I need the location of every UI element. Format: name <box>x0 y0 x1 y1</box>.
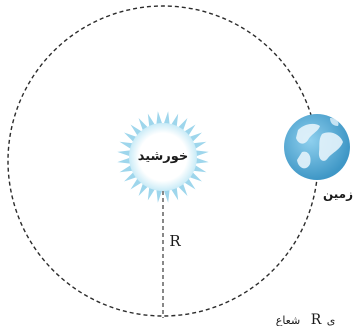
earth-label: زمین <box>323 187 353 201</box>
earth-globe-icon <box>284 114 350 180</box>
caption-fragment-symbol: R <box>311 312 322 326</box>
caption-fragment-text: شعاع <box>276 314 300 326</box>
sun-label: خورشید <box>138 149 189 164</box>
caption-fragment-text2: ی <box>327 314 336 326</box>
sun-icon <box>117 111 209 203</box>
radius-label: R <box>169 232 181 250</box>
